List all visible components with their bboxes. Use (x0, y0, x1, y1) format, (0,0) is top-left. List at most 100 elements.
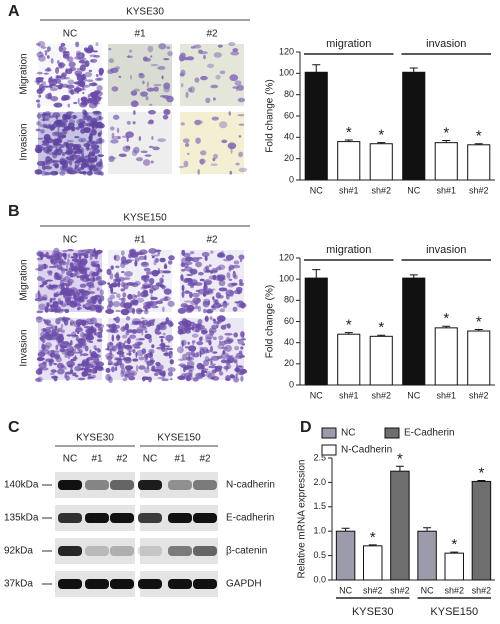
cell-blob (94, 172, 101, 175)
cell-blob (42, 113, 52, 116)
cell-blob (218, 264, 226, 270)
cell-blob (156, 249, 161, 254)
cell-blob (124, 271, 133, 277)
cell-blob (107, 363, 113, 366)
cell-blob (111, 366, 115, 373)
cell-blob (85, 306, 91, 311)
cell-blob (162, 332, 166, 336)
y-tick-label: 80 (284, 295, 294, 305)
cell-blob (73, 351, 81, 354)
error-bar (395, 465, 404, 472)
cell-blob (60, 42, 66, 47)
cell-blob (167, 300, 175, 307)
cell-blob (94, 348, 98, 351)
cell-blob (239, 258, 243, 263)
cell-blob (212, 97, 216, 101)
cell-blob (108, 376, 111, 380)
y-tick-label: 40 (284, 337, 294, 347)
cell-blob (207, 372, 216, 380)
cell-blob (36, 71, 43, 75)
cell-blob (44, 320, 49, 325)
cell-blob (229, 74, 239, 82)
cell-blob (113, 255, 117, 261)
x-tick-label: sh#2 (472, 585, 492, 595)
cell-blob (138, 338, 146, 341)
cell-blob (78, 253, 82, 261)
cell-blob (118, 356, 122, 362)
cell-blob (107, 297, 113, 303)
cell-blob (135, 307, 143, 315)
blot-band (193, 480, 217, 490)
cell-blob (73, 81, 82, 85)
cell-blob (76, 275, 80, 278)
cell-blob (36, 113, 42, 119)
bar (369, 143, 393, 181)
cell-blob (91, 94, 97, 99)
cell-blob (114, 278, 122, 282)
cell-line-label: KYSE150 (123, 213, 167, 224)
cell-blob (187, 345, 197, 352)
x-tick-label: sh#2 (371, 390, 391, 400)
cell-blob (105, 367, 111, 373)
cell-blob (135, 364, 139, 372)
cell-blob (60, 268, 70, 272)
x-tick-label: NC (421, 585, 434, 595)
cell-blob (35, 99, 41, 103)
cell-blob (238, 300, 244, 304)
bar (363, 545, 383, 581)
cell-blob (87, 327, 95, 332)
error-bar (344, 139, 353, 142)
cell-blob (68, 61, 76, 68)
cell-blob (37, 367, 43, 372)
cell-blob (82, 170, 87, 176)
cell-blob (56, 362, 64, 369)
bar (304, 277, 328, 386)
cell-blob (56, 368, 65, 375)
bar (335, 530, 356, 581)
cell-blob (210, 250, 214, 254)
cell-blob (234, 80, 242, 86)
cell-blob (217, 44, 223, 48)
cell-blob (63, 319, 69, 326)
cell-blob (94, 119, 99, 122)
cell-blob (141, 275, 150, 279)
cell-blob (154, 369, 164, 373)
cell-blob (74, 163, 77, 170)
x-tick-label: sh#2 (390, 585, 410, 595)
cell-blob (209, 330, 215, 336)
cell-blob (95, 305, 99, 309)
cell-blob (210, 84, 219, 89)
cell-blob (95, 42, 99, 47)
significance-marker: * (478, 464, 484, 481)
cell-blob (41, 143, 48, 146)
cell-blob (127, 348, 134, 353)
cell-blob (201, 251, 210, 257)
cell-blob (155, 361, 161, 367)
cell-blob (219, 308, 225, 313)
cell-blob (233, 274, 238, 280)
cell-blob (205, 308, 214, 314)
cell-blob (116, 293, 121, 299)
cell-blob (132, 348, 136, 354)
cell-blob (170, 378, 173, 381)
cell-blob (96, 91, 103, 97)
cell-blob (57, 134, 64, 141)
legend-label: E-Cadherin (404, 428, 455, 439)
cell-blob (97, 132, 102, 137)
error-bar (344, 332, 353, 335)
cell-blob (149, 277, 155, 285)
cell-blob (180, 83, 184, 88)
protein-label: β-catenin (226, 546, 267, 557)
cell-blob (205, 265, 210, 270)
error-bar (377, 142, 386, 144)
cell-blob (131, 149, 138, 157)
cell-blob (80, 128, 86, 134)
blot-band (58, 579, 82, 589)
cell-blob (65, 375, 70, 382)
cell-blob (165, 334, 174, 342)
cell-blob (150, 294, 153, 302)
cell-blob (135, 351, 138, 358)
cell-blob (49, 171, 59, 176)
cell-blob (88, 82, 98, 87)
x-tick-label: NC (310, 390, 323, 400)
